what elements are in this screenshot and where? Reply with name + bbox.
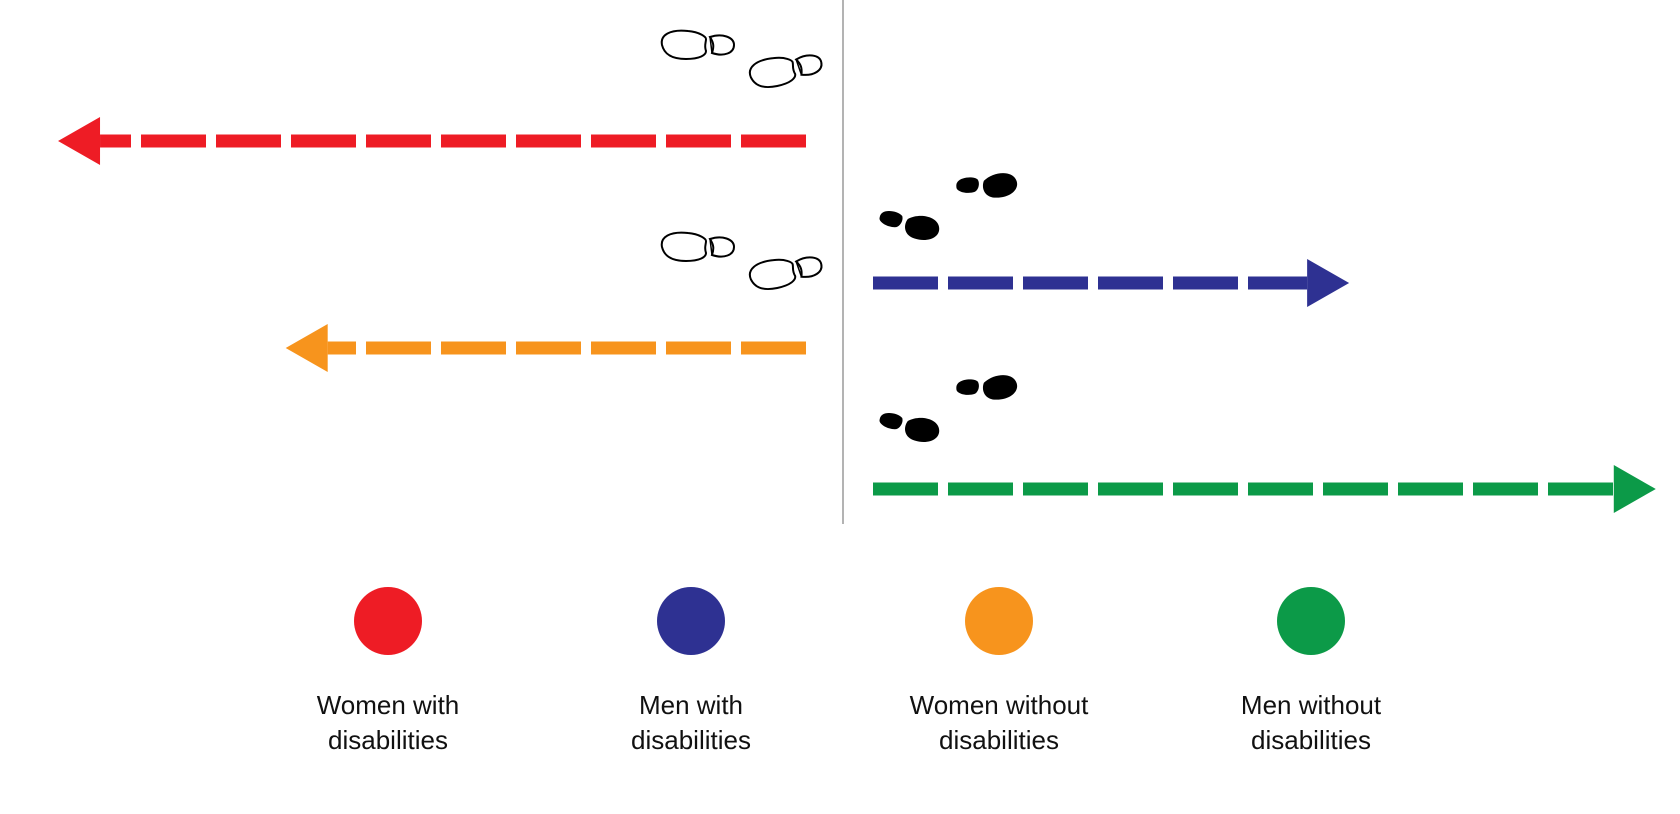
arrow-head-women-with <box>58 117 101 165</box>
legend-swatch-women-with <box>354 587 422 655</box>
legend-label-men-with: Men with disabilities <box>631 690 751 755</box>
legend-swatch-men-with <box>657 587 725 655</box>
legend-label-line1: Men with <box>639 690 743 720</box>
arrow-men-without <box>873 465 1656 513</box>
footprints-outline-icon <box>660 29 735 60</box>
footprints-outline-icon <box>660 231 735 262</box>
arrow-head-women-without <box>285 324 328 372</box>
legend-label-men-without: Men without disabilities <box>1241 690 1382 755</box>
legend-label-line2: disabilities <box>631 725 751 755</box>
legend-label-line1: Women with <box>317 690 460 720</box>
footprints-filled-icon <box>877 208 942 243</box>
footprints-outline-icon <box>746 249 826 295</box>
arrow-head-men-with <box>1307 259 1350 307</box>
legend-label-line2: disabilities <box>328 725 448 755</box>
legend-label-line2: disabilities <box>939 725 1059 755</box>
legend-item-men-with: Men with disabilities <box>631 587 751 755</box>
legend-swatch-women-without <box>965 587 1033 655</box>
legend-item-women-with: Women with disabilities <box>317 587 460 755</box>
legend-swatch-men-without <box>1277 587 1345 655</box>
arrow-women-with <box>58 117 806 165</box>
legend-item-women-without: Women without disabilities <box>910 587 1089 755</box>
legend-label-women-without: Women without disabilities <box>910 690 1089 755</box>
arrow-women-without <box>285 324 806 372</box>
legend-label-line1: Women without <box>910 690 1089 720</box>
legend-label-women-with: Women with disabilities <box>317 690 460 755</box>
footprints-filled-icon <box>955 171 1019 202</box>
arrow-men-with <box>873 259 1350 307</box>
footprints-filled-icon <box>877 410 942 445</box>
legend-label-line2: disabilities <box>1251 725 1371 755</box>
arrow-head-men-without <box>1613 465 1656 513</box>
footprints-outline-icon <box>746 47 826 93</box>
footprints-filled-icon <box>955 373 1019 404</box>
legend-item-men-without: Men without disabilities <box>1241 587 1382 755</box>
legend-label-line1: Men without <box>1241 690 1382 720</box>
